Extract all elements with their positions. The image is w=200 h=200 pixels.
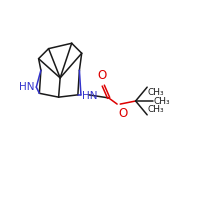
Text: CH₃: CH₃ [153, 97, 170, 106]
Text: HN: HN [82, 91, 97, 101]
Text: HN: HN [19, 82, 35, 92]
Text: CH₃: CH₃ [148, 88, 165, 97]
Text: O: O [118, 107, 127, 120]
Text: CH₃: CH₃ [148, 105, 165, 114]
Text: O: O [97, 69, 106, 82]
